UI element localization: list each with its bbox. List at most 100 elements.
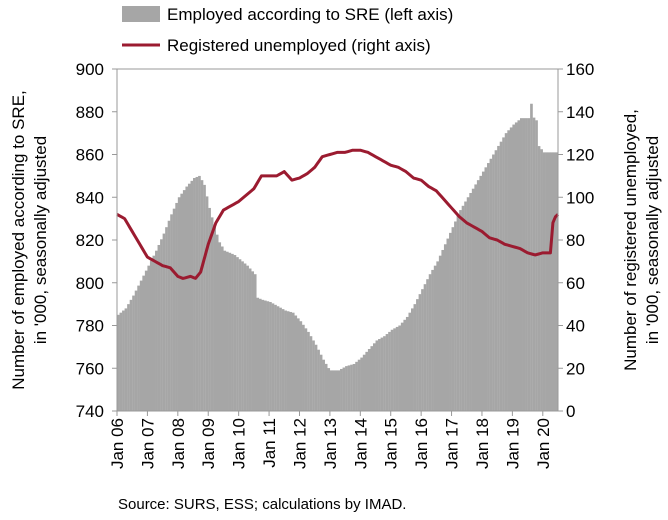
employed-bar — [443, 244, 447, 411]
employed-bar — [418, 294, 422, 411]
employed-bar — [393, 328, 396, 411]
source-note: Source: SURS, ESS; calculations by IMAD. — [118, 496, 406, 513]
employed-bar — [499, 141, 503, 411]
employed-bars — [117, 103, 559, 412]
employed-bar — [431, 269, 434, 411]
employed-bar — [380, 337, 384, 411]
employed-bar — [464, 201, 467, 411]
employed-bar — [489, 158, 493, 411]
employed-bar — [438, 255, 442, 411]
x-axis-tick-label: Jan 11 — [260, 418, 279, 468]
employed-bar — [537, 146, 541, 411]
employed-bar — [129, 299, 133, 411]
employed-bar — [413, 304, 417, 412]
employed-bar — [231, 253, 234, 411]
employed-bar — [509, 127, 513, 412]
employed-bar — [367, 349, 371, 411]
employed-bar — [466, 197, 470, 411]
left-axis-tick-label: 880 — [76, 103, 104, 122]
employed-bar — [281, 309, 285, 411]
employed-bar — [547, 152, 551, 412]
employed-bar — [441, 249, 445, 411]
employed-bar — [436, 261, 440, 412]
employed-bar — [241, 261, 244, 411]
employed-bar — [147, 265, 151, 411]
employed-bar — [205, 196, 209, 411]
employed-bar — [532, 117, 536, 412]
x-axis-tick-label: Jan 15 — [382, 418, 401, 469]
left-axis-tick-label: 780 — [76, 317, 104, 336]
employed-bar — [451, 227, 455, 411]
employed-bar — [324, 363, 328, 411]
employed-bar — [504, 133, 508, 412]
employed-bar — [218, 242, 222, 411]
employed-bar — [383, 336, 386, 411]
employed-bar — [494, 150, 498, 411]
employed-bar — [514, 122, 518, 411]
employed-bar — [119, 312, 123, 411]
employed-bar — [165, 227, 168, 411]
employed-bar — [223, 250, 227, 411]
employed-bar — [449, 232, 452, 411]
employed-bar — [550, 152, 554, 412]
employed-bar — [405, 316, 409, 411]
employed-bar — [329, 370, 333, 411]
left-axis-tick-label: 860 — [76, 146, 104, 165]
employed-bar — [360, 357, 363, 411]
employed-bar — [337, 370, 341, 411]
employed-bar — [251, 271, 255, 411]
employed-bar — [248, 268, 252, 411]
employed-bar — [512, 124, 516, 411]
x-axis-tick-label: Jan 19 — [503, 418, 522, 469]
employed-bar — [296, 318, 300, 411]
x-axis-tick-label: Jan 13 — [321, 418, 340, 469]
employed-bar — [271, 303, 275, 411]
employed-bar — [372, 343, 376, 411]
legend-label-unemployed: Registered unemployed (right axis) — [167, 36, 431, 55]
axes: 740 760 780 800 820 840 860 880 900 0 20 40 60 80 100… — [76, 60, 595, 469]
employed-bar — [327, 368, 331, 411]
employed-bar — [210, 217, 214, 411]
employed-bar — [286, 311, 290, 411]
employed-bar — [243, 263, 247, 411]
employed-bar — [433, 265, 437, 411]
employed-bar — [200, 180, 204, 411]
left-axis-tick-label: 800 — [76, 274, 104, 293]
employed-bar — [258, 298, 262, 411]
x-axis-tick-label: Jan 06 — [108, 418, 127, 469]
right-axis-tick-label: 20 — [566, 359, 585, 378]
x-axis-tick-label: Jan 07 — [138, 418, 157, 469]
employed-bar — [476, 180, 480, 411]
employed-bar — [426, 279, 429, 411]
employed-bar — [454, 221, 457, 411]
x-axis-ticks: Jan 06 Jan 07 Jan 08 Jan 09 Jan 10 Jan 11 Jan … — [108, 411, 553, 469]
employed-bar — [264, 300, 267, 411]
employed-bar — [365, 351, 369, 411]
employed-bar — [400, 322, 404, 411]
employed-bar — [177, 197, 181, 411]
employed-bar — [345, 366, 348, 411]
employed-bar — [142, 275, 146, 411]
employed-bar — [238, 259, 242, 411]
employed-bar — [139, 280, 143, 411]
employed-bar — [350, 364, 353, 411]
employed-bar — [215, 234, 219, 411]
legend-swatch-employed — [122, 6, 160, 22]
employed-bar — [182, 190, 186, 411]
employed-bar — [167, 220, 171, 411]
employed-bar — [317, 349, 320, 411]
employed-bar — [314, 344, 318, 411]
employed-bar — [471, 188, 475, 411]
employed-bar — [319, 354, 323, 411]
employed-bar — [525, 118, 528, 411]
employed-bar — [517, 120, 521, 412]
employed-bar — [421, 289, 424, 411]
employed-bar — [492, 154, 495, 411]
right-axis-title-line2: in '000, seasonally adjusted — [643, 136, 662, 344]
employed-bar — [459, 210, 462, 411]
employed-bar — [256, 297, 260, 411]
employed-bar — [456, 215, 460, 411]
employed-bar — [540, 149, 543, 411]
employed-bar — [208, 207, 211, 411]
